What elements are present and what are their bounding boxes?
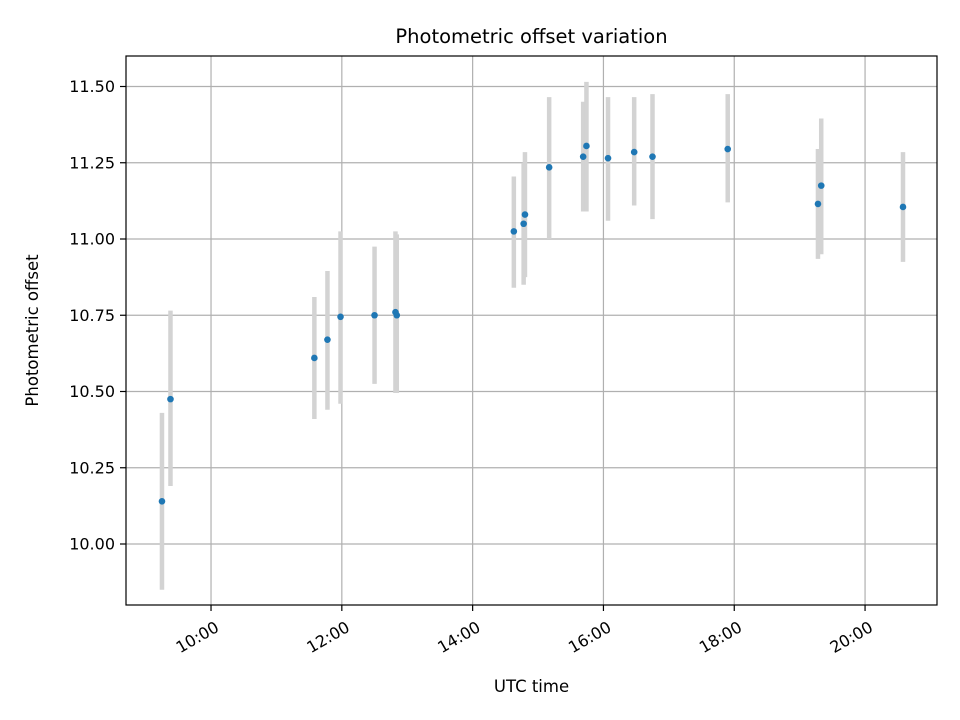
data-point: [579, 153, 587, 160]
y-tick-label: 10.50: [69, 382, 115, 401]
chart-title: Photometric offset variation: [395, 25, 667, 48]
data-point: [324, 336, 331, 343]
y-tick-label: 11.50: [69, 77, 115, 96]
y-tick-label: 11.00: [69, 230, 115, 249]
data-point: [724, 145, 732, 153]
data-point: [545, 164, 553, 171]
x-axis-label: UTC time: [494, 677, 569, 696]
data-point: [337, 313, 344, 321]
data-point: [520, 220, 527, 228]
data-points: [158, 142, 907, 505]
data-point: [167, 395, 174, 403]
data-point: [158, 498, 166, 505]
data-point: [311, 354, 318, 362]
grid: [126, 56, 937, 605]
y-tick-label: 10.00: [69, 535, 115, 554]
data-point: [630, 148, 638, 156]
data-point: [817, 182, 825, 189]
plot-frame: [125, 55, 938, 606]
y-axis-label: Photometric offset: [23, 254, 42, 407]
data-point: [371, 311, 378, 319]
data-point: [649, 153, 656, 160]
data-point: [899, 203, 907, 211]
data-point: [814, 200, 822, 208]
y-tick-label: 10.25: [69, 458, 115, 477]
y-axis: 10.00 10.25 10.50 10.75 11.00 11.25 11.50: [69, 77, 126, 554]
data-point: [521, 211, 529, 218]
data-point: [583, 142, 590, 150]
data-point: [604, 154, 612, 162]
data-point: [510, 228, 518, 235]
y-tick-label: 11.25: [69, 153, 115, 172]
y-tick-label: 10.75: [69, 306, 115, 325]
data-point: [393, 311, 401, 319]
